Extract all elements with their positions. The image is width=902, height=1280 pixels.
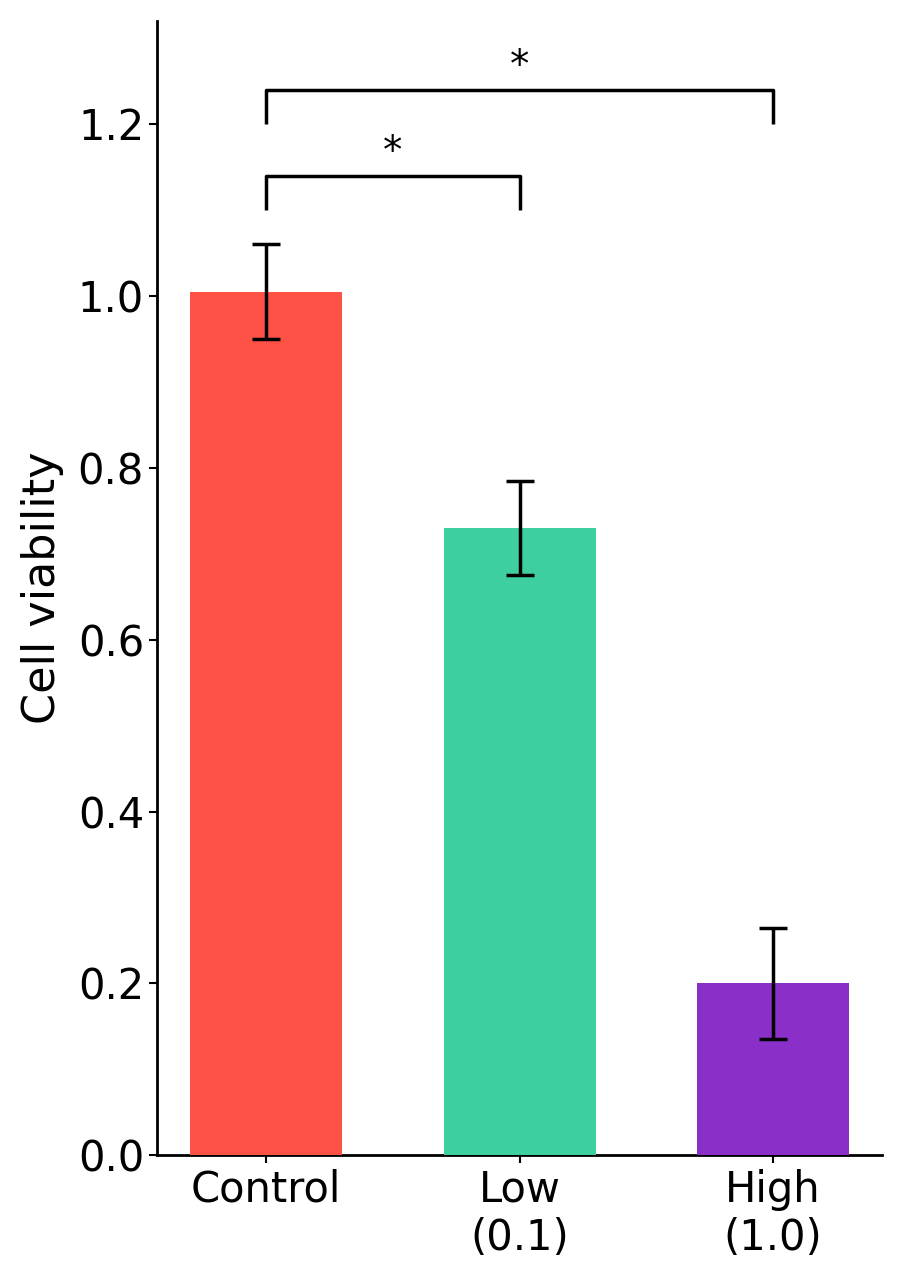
Bar	[696, 983, 848, 1156]
Y-axis label: Cell viability: Cell viability	[21, 452, 64, 724]
Bar	[443, 527, 595, 1156]
Text: *: *	[382, 133, 402, 172]
Bar	[190, 292, 342, 1156]
Text: *: *	[510, 47, 529, 86]
